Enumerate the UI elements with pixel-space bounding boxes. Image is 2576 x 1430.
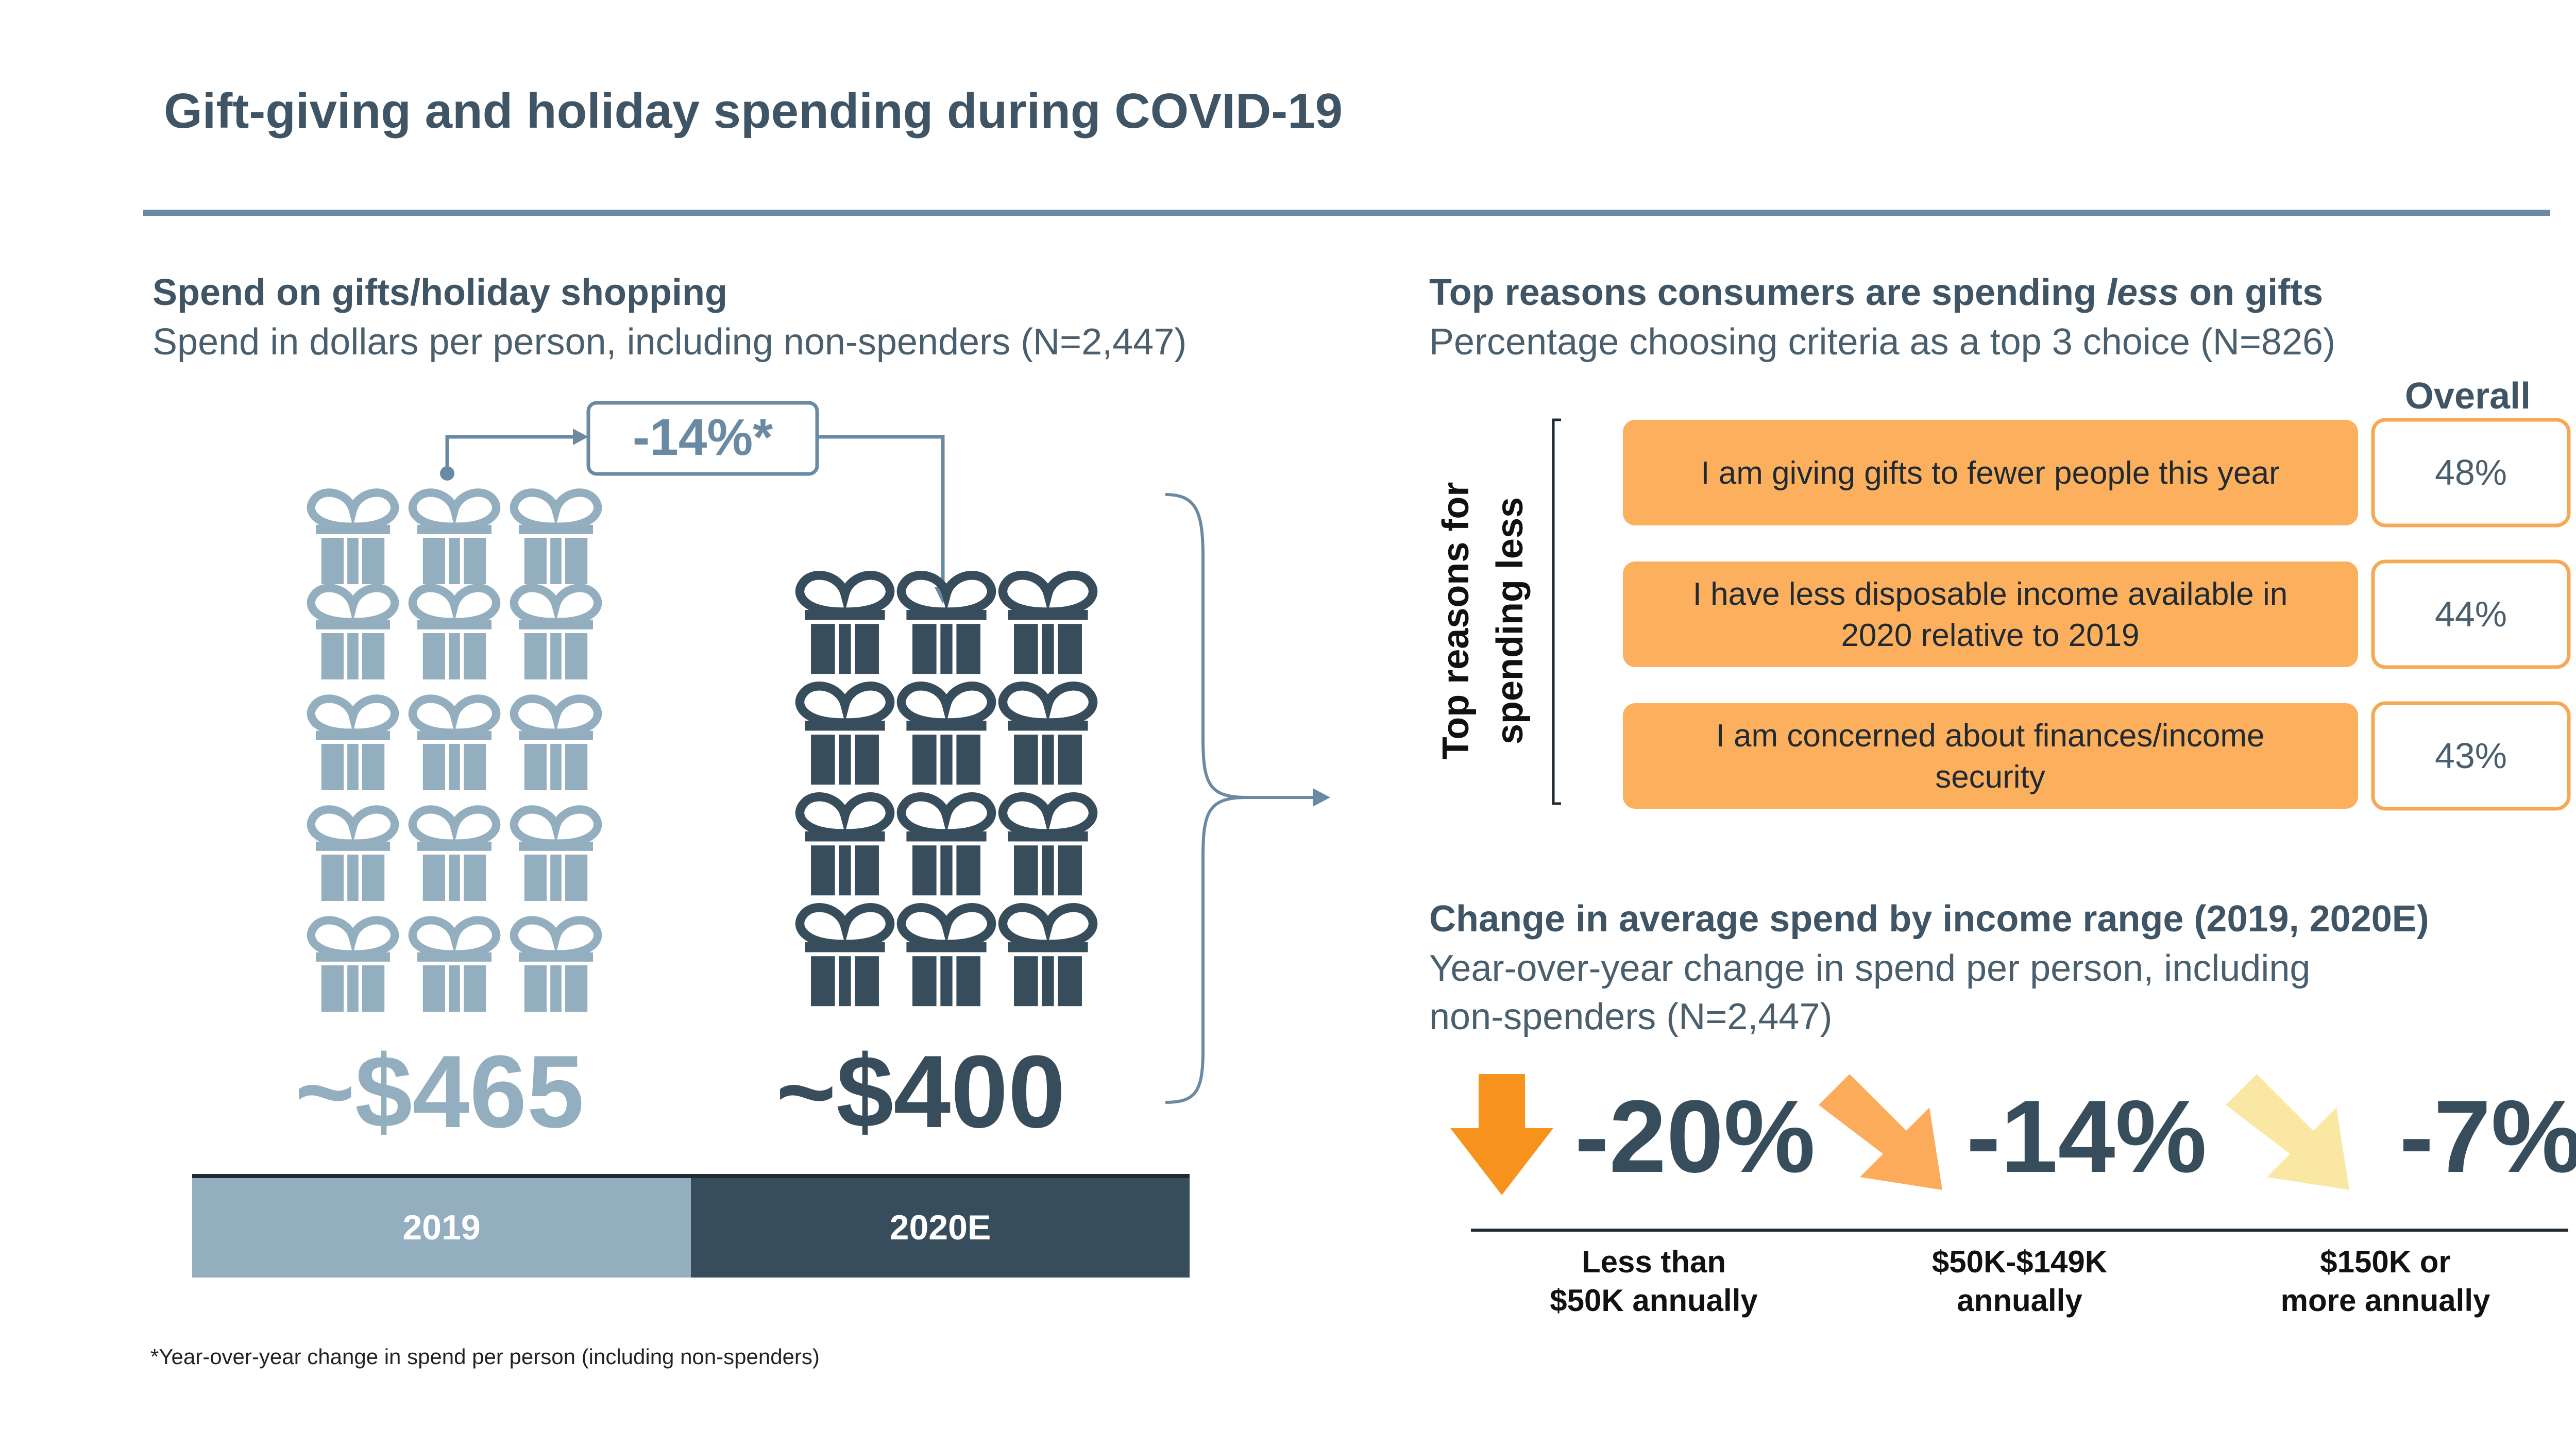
- gift-icon-2020: [800, 686, 890, 785]
- reason-text: security: [1935, 759, 2045, 795]
- reason-value: 43%: [2435, 736, 2507, 776]
- gift-icon-2019: [311, 920, 395, 1012]
- income-range-label: $50K annually: [1550, 1283, 1758, 1318]
- gift-icon-2020: [1003, 575, 1093, 674]
- income-range-label: Less than: [1582, 1245, 1726, 1279]
- left-subheading: Spend in dollars per person, including n…: [152, 321, 1187, 363]
- reason-text: I am concerned about finances/income: [1716, 718, 2265, 754]
- gift-icon-2020: [901, 797, 991, 895]
- income-change-value: -14%: [1967, 1079, 2207, 1194]
- overall-column-header: Overall: [2405, 376, 2531, 417]
- gift-icon-2020: [1003, 686, 1093, 785]
- change-connector: -14%*: [440, 401, 951, 604]
- down-arrow-icon: [2226, 1074, 2349, 1190]
- reason-box: [1623, 561, 2358, 667]
- gift-icon-2020: [901, 908, 991, 1006]
- gift-icon-2020: [901, 686, 991, 785]
- reasons-subheading: Percentage choosing criteria as a top 3 …: [1429, 321, 2335, 363]
- income-range-label: $150K or: [2320, 1245, 2450, 1279]
- gift-icon-2019: [514, 588, 598, 679]
- income-item: -20% Less than $50K annually: [1450, 1074, 1815, 1318]
- gift-icon-2019: [311, 809, 395, 901]
- reason-value: 44%: [2435, 594, 2507, 634]
- reasons-list: I am giving gifts to fewer people this y…: [1623, 418, 2571, 811]
- svg-text:spending less: spending less: [1489, 497, 1531, 744]
- gift-icon-2019: [514, 809, 598, 901]
- income-range-label: more annually: [2281, 1283, 2490, 1318]
- gift-icon-2020: [800, 575, 890, 674]
- reasons-heading: Top reasons consumers are spending less …: [1429, 272, 2323, 313]
- page-title: Gift-giving and holiday spending during …: [164, 83, 1343, 139]
- gift-icon-2019: [311, 699, 395, 790]
- reasons-bracket: [1552, 418, 1558, 805]
- reason-box: [1623, 420, 2358, 525]
- income-change-list: -20% Less than $50K annually -14% $50K-$149K…: [1450, 1074, 2576, 1318]
- gift-icon-2020: [800, 797, 890, 895]
- reason-row: I have less disposable income available …: [1623, 559, 2571, 669]
- income-heading: Change in average spend by income range …: [1429, 898, 2429, 940]
- reason-row: I am giving gifts to fewer people this y…: [1623, 418, 2571, 527]
- reason-row: I am concerned about finances/income secu…: [1623, 701, 2571, 811]
- income-range-label: annually: [1957, 1283, 2082, 1318]
- down-arrow-icon: [1450, 1074, 1553, 1195]
- svg-text:Top reasons for: Top reasons for: [1435, 482, 1477, 760]
- gift-icon-2019: [413, 699, 496, 790]
- reason-text: I have less disposable income available …: [1693, 576, 2288, 612]
- spend-value-2020: ~$400: [776, 1034, 1065, 1149]
- gift-icon-2019: [413, 809, 496, 901]
- gift-icons-2020: [800, 575, 1093, 1006]
- gift-icon-2019: [413, 920, 496, 1012]
- gift-icons-2019: [311, 492, 598, 1012]
- left-heading: Spend on gifts/holiday shopping: [152, 272, 727, 313]
- year-label-2020: 2020E: [890, 1208, 991, 1247]
- gift-icon-2019: [514, 699, 598, 790]
- reason-value-box: [2371, 418, 2571, 527]
- income-change-value: -20%: [1575, 1079, 1816, 1194]
- reason-box: [1623, 703, 2358, 809]
- brace-arrow: [1165, 493, 1330, 1104]
- change-label: -14%*: [633, 408, 773, 466]
- side-label: Top reasons for spending less: [1435, 482, 1531, 760]
- gift-icon-2020: [1003, 797, 1093, 895]
- gift-icon-2020: [800, 908, 890, 1006]
- gift-icon-2020: [1003, 908, 1093, 1006]
- spend-value-2019: ~$465: [295, 1034, 584, 1149]
- gift-icon-2019: [413, 588, 496, 679]
- income-item: -14% $50K-$149K annually: [1819, 1074, 2207, 1318]
- gift-icon-2019: [514, 920, 598, 1012]
- year-bar-2019: [192, 1176, 691, 1278]
- reason-value-box: [2371, 701, 2571, 811]
- gift-icon-2019: [514, 492, 598, 584]
- reason-text: 2020 relative to 2019: [1841, 618, 2139, 653]
- year-bar-top-line: [192, 1174, 1190, 1178]
- income-subheading-1: Year-over-year change in spend per perso…: [1429, 948, 2310, 989]
- down-arrow-icon: [1819, 1074, 1942, 1190]
- footnote: *Year-over-year change in spend per pers…: [150, 1344, 820, 1369]
- title-rule: [143, 210, 2550, 216]
- reason-value: 48%: [2435, 452, 2507, 492]
- year-label-2019: 2019: [402, 1208, 480, 1247]
- gift-icon-2019: [311, 492, 395, 584]
- reason-value-box: [2371, 559, 2571, 669]
- income-baseline: [1471, 1229, 2568, 1232]
- reason-text: I am giving gifts to fewer people this y…: [1701, 455, 2279, 491]
- gift-icon-2020: [901, 575, 991, 674]
- year-bar-2020: [691, 1176, 1190, 1278]
- income-change-value: -7%: [2399, 1079, 2576, 1194]
- income-subheading-2: non-spenders (N=2,447): [1429, 996, 1832, 1037]
- income-range-label: $50K-$149K: [1932, 1245, 2107, 1279]
- gift-icon-2019: [311, 588, 395, 679]
- income-item: -7% $150K or more annually: [2226, 1074, 2576, 1318]
- gift-icon-2019: [413, 492, 496, 584]
